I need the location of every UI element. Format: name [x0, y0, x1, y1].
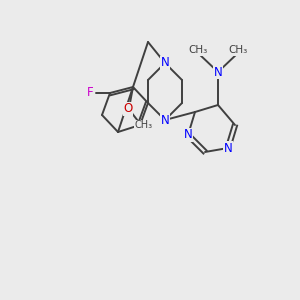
Text: N: N: [184, 128, 192, 142]
Text: CH₃: CH₃: [135, 120, 153, 130]
Text: N: N: [214, 65, 222, 79]
Text: CH₃: CH₃: [228, 45, 248, 55]
Text: N: N: [160, 56, 169, 70]
Text: O: O: [123, 103, 133, 116]
Text: N: N: [160, 113, 169, 127]
Text: F: F: [87, 86, 93, 100]
Text: N: N: [224, 142, 232, 154]
Text: CH₃: CH₃: [188, 45, 208, 55]
